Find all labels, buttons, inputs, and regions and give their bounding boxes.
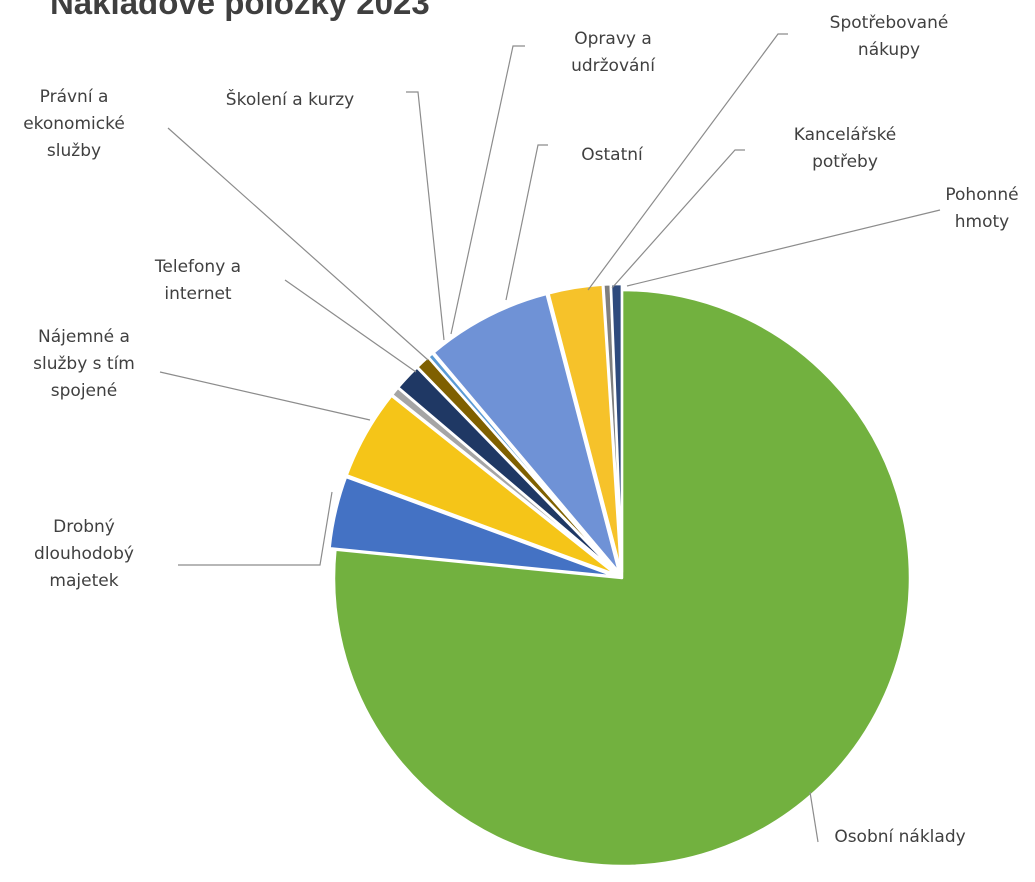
slice-label: Kancelářské potřeby (794, 125, 897, 172)
slice-label: Osobní náklady (834, 827, 965, 847)
pie-slice (328, 475, 618, 578)
leader-line (167, 127, 429, 361)
pie-slice (332, 288, 912, 868)
leader-lines (159, 33, 941, 843)
slice-label: Spotřebované nákupy (830, 13, 949, 60)
leader-line (406, 91, 445, 341)
pie-slice (426, 352, 620, 575)
pie-slice (432, 292, 621, 574)
leader-line (284, 279, 417, 373)
leader-line (450, 45, 525, 335)
pie-slice (609, 282, 624, 574)
leader-line (505, 144, 548, 301)
pie-slices (328, 282, 912, 868)
slice-label: Pohonné hmoty (945, 185, 1018, 232)
slice-label: Telefony a internet (154, 257, 241, 304)
leader-line (587, 33, 788, 291)
slice-labels: Osobní náklady Drobný dlouhodobý majetek Náj… (23, 13, 1018, 847)
leader-line (159, 371, 371, 421)
slice-label: Právní a ekonomické služby (23, 87, 125, 161)
leader-line (611, 149, 745, 289)
slice-label: Ostatní (581, 145, 644, 165)
leader-line (809, 791, 819, 843)
slice-label: Nájemné a služby s tím spojené (33, 327, 135, 401)
leader-line (178, 491, 333, 566)
slice-label: Opravy a udržování (571, 29, 656, 76)
chart-title: Nákladové položky 2023 (50, 0, 430, 21)
leader-line (626, 209, 941, 287)
slice-label: Školení a kurzy (226, 88, 354, 110)
slice-label: Drobný dlouhodobý majetek (34, 517, 134, 591)
